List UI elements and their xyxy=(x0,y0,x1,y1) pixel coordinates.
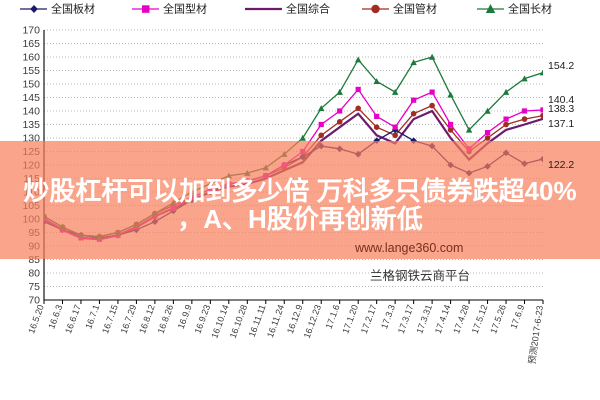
svg-text:154.2: 154.2 xyxy=(548,60,574,72)
svg-text:135: 135 xyxy=(22,119,40,131)
svg-text:138.3: 138.3 xyxy=(548,103,574,115)
svg-text:155: 155 xyxy=(22,65,40,77)
svg-text:全国管材: 全国管材 xyxy=(393,2,437,16)
svg-text:80: 80 xyxy=(28,268,40,280)
svg-text:全国综合: 全国综合 xyxy=(286,2,330,16)
svg-text:兰格钢铁云商平台: 兰格钢铁云商平台 xyxy=(370,268,470,283)
svg-text:137.1: 137.1 xyxy=(548,118,574,130)
svg-text:75: 75 xyxy=(28,281,40,293)
svg-text:150: 150 xyxy=(22,79,40,91)
svg-text:160: 160 xyxy=(22,52,40,64)
svg-text:全国型材: 全国型材 xyxy=(163,2,207,16)
svg-text:145: 145 xyxy=(22,92,40,104)
svg-text:170: 170 xyxy=(22,25,40,37)
svg-text:140: 140 xyxy=(22,106,40,118)
svg-text:，A、H股价再创新低: ，A、H股价再创新低 xyxy=(177,204,423,234)
svg-text:全国板材: 全国板材 xyxy=(51,2,95,16)
svg-text:全国长材: 全国长材 xyxy=(508,2,552,16)
svg-text:炒股杠杆可以加到多少倍 万科多只债券跌超40%: 炒股杠杆可以加到多少倍 万科多只债券跌超40% xyxy=(23,176,576,206)
svg-text:122.2: 122.2 xyxy=(548,159,574,171)
svg-text:www.lange360.com: www.lange360.com xyxy=(354,241,463,255)
svg-text:165: 165 xyxy=(22,38,40,50)
